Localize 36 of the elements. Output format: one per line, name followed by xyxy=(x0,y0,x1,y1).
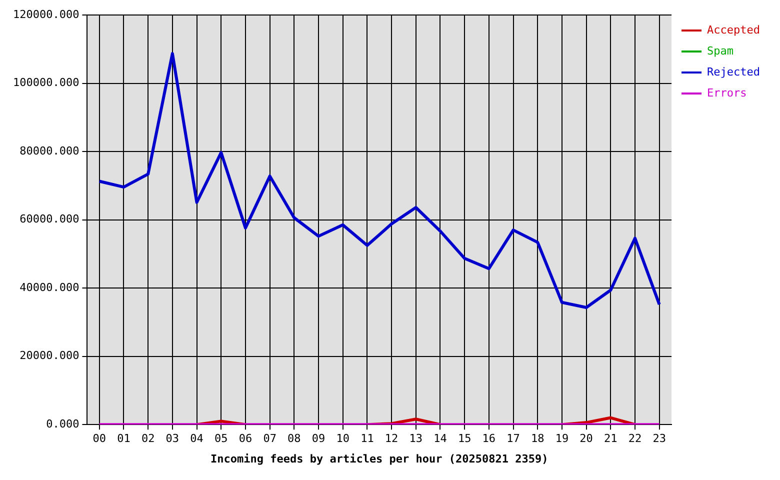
x-tick-label: 11 xyxy=(360,432,374,446)
x-tick-label: 14 xyxy=(434,432,448,446)
x-tick-label: 18 xyxy=(530,432,544,446)
x-tick-label: 23 xyxy=(652,432,666,446)
x-tick-label: 09 xyxy=(312,432,326,446)
x-tick-label: 08 xyxy=(288,432,301,446)
legend-label: Spam xyxy=(707,44,734,58)
x-tick-label: 19 xyxy=(555,432,569,446)
x-tick-label: 05 xyxy=(214,432,228,446)
y-tick-label: 120000.000 xyxy=(12,8,80,21)
x-tick-label: 13 xyxy=(409,432,423,446)
x-tick-label: 17 xyxy=(506,432,520,446)
y-tick-label: 20000.000 xyxy=(20,349,80,362)
y-tick-label: 80000.000 xyxy=(20,144,80,158)
x-tick-label: 21 xyxy=(604,432,618,446)
x-tick-label: 03 xyxy=(166,432,180,446)
x-axis-title: Incoming feeds by articles per hour (20250821 2359) xyxy=(210,452,548,466)
x-tick-label: 07 xyxy=(263,432,276,446)
x-tick-label: 04 xyxy=(190,432,204,446)
legend-label: Rejected xyxy=(707,65,760,78)
x-tick-label: 20 xyxy=(580,432,593,446)
x-tick-label: 16 xyxy=(482,432,496,446)
x-tick-label: 01 xyxy=(117,432,130,446)
x-tick-label: 15 xyxy=(458,432,472,446)
x-tick-label: 02 xyxy=(141,432,155,446)
y-tick-label: 0.000 xyxy=(46,417,80,430)
x-tick-label: 10 xyxy=(336,432,350,446)
y-tick-label: 40000.000 xyxy=(20,280,80,294)
y-tick-label: 60000.000 xyxy=(20,212,80,226)
x-tick-label: 22 xyxy=(628,432,642,446)
legend-label: Accepted xyxy=(707,23,760,36)
x-tick-label: 12 xyxy=(384,432,398,446)
legend-label: Errors xyxy=(707,86,747,100)
x-tick-label: 00 xyxy=(92,432,106,446)
y-tick-label: 100000.000 xyxy=(12,76,80,90)
x-tick-label: 06 xyxy=(238,432,252,446)
